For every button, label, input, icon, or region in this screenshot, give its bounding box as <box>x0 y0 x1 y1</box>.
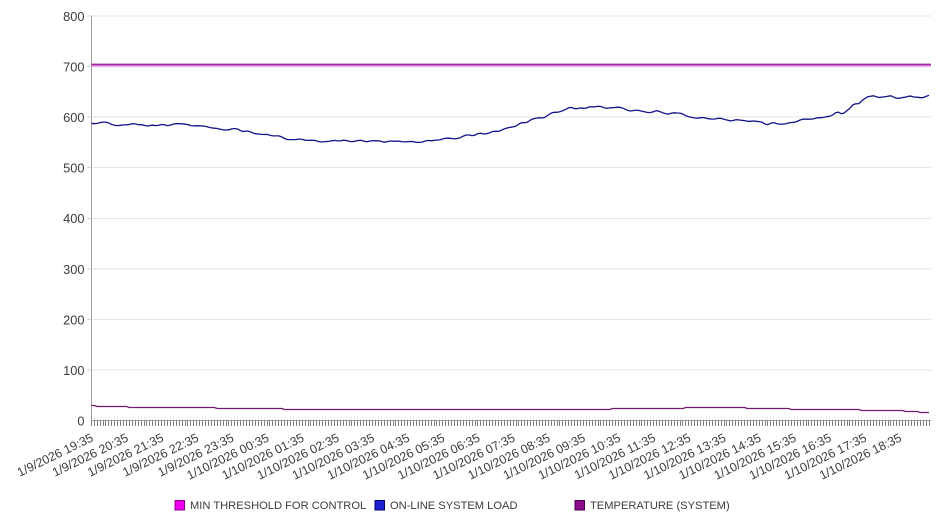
svg-text:ON-LINE SYSTEM LOAD: ON-LINE SYSTEM LOAD <box>390 500 518 512</box>
svg-text:600: 600 <box>63 110 84 125</box>
svg-text:TEMPERATURE (SYSTEM): TEMPERATURE (SYSTEM) <box>590 500 730 512</box>
svg-text:500: 500 <box>63 161 84 176</box>
svg-text:0: 0 <box>77 414 84 429</box>
svg-text:300: 300 <box>63 262 84 277</box>
svg-text:800: 800 <box>63 9 84 24</box>
svg-text:700: 700 <box>63 60 84 75</box>
svg-text:100: 100 <box>63 363 84 378</box>
svg-text:MIN THRESHOLD FOR CONTROL: MIN THRESHOLD FOR CONTROL <box>190 500 366 512</box>
svg-text:400: 400 <box>63 211 84 226</box>
svg-text:200: 200 <box>63 312 84 327</box>
